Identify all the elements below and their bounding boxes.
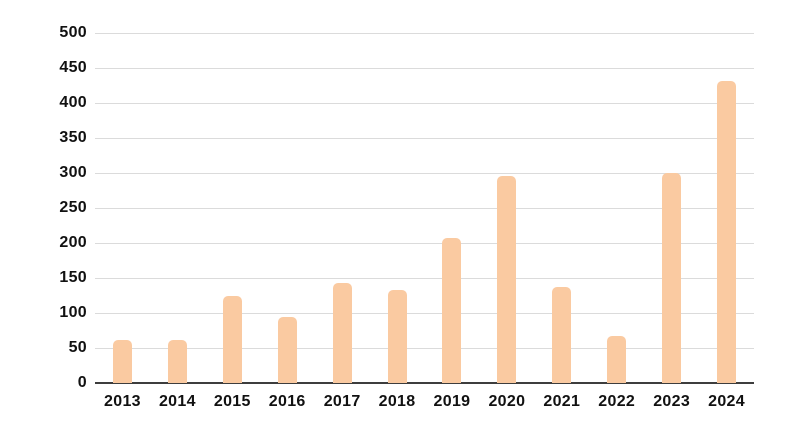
bar-2015 [222, 295, 242, 383]
bar-2019 [442, 238, 462, 383]
gridline [95, 173, 754, 174]
bar-2013 [112, 339, 132, 383]
x-tick-label-2017: 2017 [323, 393, 361, 410]
x-tick-label-2016: 2016 [268, 393, 306, 410]
x-tick-label-2015: 2015 [213, 393, 251, 410]
bar-2018 [387, 289, 407, 383]
gridline [95, 138, 754, 139]
gridline [95, 348, 754, 349]
gridline [95, 33, 754, 34]
bar-2020 [497, 175, 517, 383]
bar-2021 [552, 287, 572, 383]
gridline [95, 278, 754, 279]
x-tick-label-2023: 2023 [653, 393, 691, 410]
plot-area [95, 33, 754, 384]
y-tick-label: 0 [77, 374, 87, 391]
y-tick-label: 500 [59, 24, 87, 41]
x-tick-label-2022: 2022 [598, 393, 636, 410]
gridline [95, 313, 754, 314]
y-tick-label: 350 [59, 129, 87, 146]
x-tick-label-2024: 2024 [708, 393, 745, 410]
x-tick-label-2013: 2013 [104, 393, 141, 410]
gridline [95, 243, 754, 244]
gridline [95, 68, 754, 69]
bar-2016 [277, 316, 297, 383]
bar-2024 [717, 81, 737, 383]
y-tick-label: 200 [59, 234, 87, 251]
y-tick-label: 150 [59, 269, 87, 286]
gridline [95, 208, 754, 209]
y-tick-label: 400 [59, 94, 87, 111]
x-tick-label-2019: 2019 [433, 393, 471, 410]
bar-2017 [332, 282, 352, 383]
x-axis-line [95, 382, 754, 384]
y-tick-label: 300 [59, 164, 87, 181]
bar-2023 [662, 173, 682, 383]
y-tick-label: 450 [59, 59, 87, 76]
y-tick-label: 100 [59, 304, 87, 321]
y-tick-label: 250 [59, 199, 87, 216]
gridline [95, 103, 754, 104]
bar-2022 [607, 336, 627, 383]
x-tick-label-2021: 2021 [543, 393, 581, 410]
x-tick-label-2014: 2014 [158, 393, 196, 410]
x-tick-label-2020: 2020 [488, 393, 526, 410]
y-tick-label: 50 [68, 339, 87, 356]
bar-2014 [167, 339, 187, 383]
x-tick-label-2018: 2018 [378, 393, 416, 410]
